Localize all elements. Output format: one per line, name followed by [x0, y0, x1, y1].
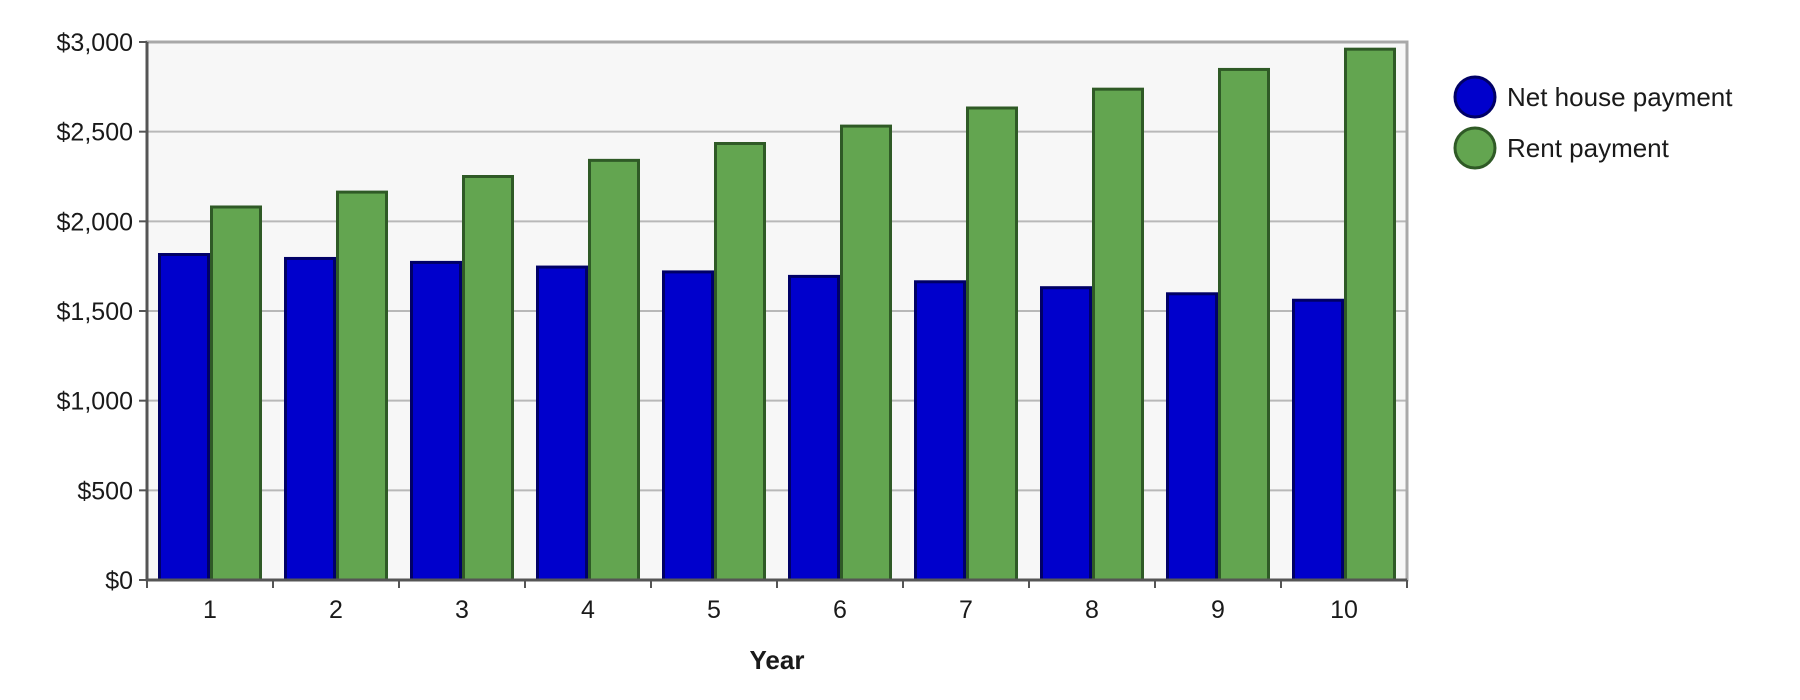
legend-swatch [1453, 75, 1497, 119]
x-tick-label: 3 [455, 596, 469, 624]
bar-rent-payment [588, 158, 640, 582]
legend-item: Net house payment [1453, 75, 1733, 119]
bar-net-house-payment [158, 253, 210, 582]
bar-rent-payment [336, 190, 388, 582]
bar-rent-payment [1092, 87, 1144, 582]
x-tick-label: 6 [833, 596, 847, 624]
bar-net-house-payment [914, 280, 966, 582]
y-tick-label: $1,500 [57, 298, 133, 326]
legend-label: Rent payment [1507, 133, 1670, 163]
y-tick-label: $1,000 [57, 388, 133, 416]
x-tick-label: 10 [1330, 596, 1358, 624]
bar-rent-payment [1344, 47, 1396, 582]
bar-rent-payment [462, 175, 514, 582]
y-tick-label: $3,000 [57, 29, 133, 57]
x-tick-label: 8 [1085, 596, 1099, 624]
y-tick-label: $2,500 [57, 119, 133, 147]
bar-net-house-payment [410, 260, 462, 582]
x-tick-label: 1 [203, 596, 217, 624]
x-tick-label: 7 [959, 596, 973, 624]
bar-net-house-payment [1292, 298, 1344, 582]
bar-rent-payment [840, 124, 892, 582]
bar-net-house-payment [284, 256, 336, 582]
bar-rent-payment [1218, 67, 1270, 582]
bar-rent-payment [210, 205, 262, 582]
x-axis-title: Year [750, 645, 805, 675]
x-tick-label: 2 [329, 596, 343, 624]
legend-swatch [1453, 126, 1497, 170]
y-tick-label: $0 [105, 567, 133, 595]
bar-rent-payment [714, 142, 766, 582]
bar-rent-payment [966, 106, 1018, 582]
y-tick-label: $2,000 [57, 208, 133, 236]
x-tick-label: 5 [707, 596, 721, 624]
x-tick-label: 4 [581, 596, 595, 624]
bar-net-house-payment [1040, 286, 1092, 582]
bar-net-house-payment [1166, 292, 1218, 582]
bar-net-house-payment [662, 270, 714, 582]
legend-item: Rent payment [1453, 126, 1670, 170]
legend-label: Net house payment [1507, 82, 1733, 112]
x-tick-label: 9 [1211, 596, 1225, 624]
bar-net-house-payment [536, 265, 588, 582]
y-tick-label: $500 [77, 477, 133, 505]
bar-net-house-payment [788, 274, 840, 582]
